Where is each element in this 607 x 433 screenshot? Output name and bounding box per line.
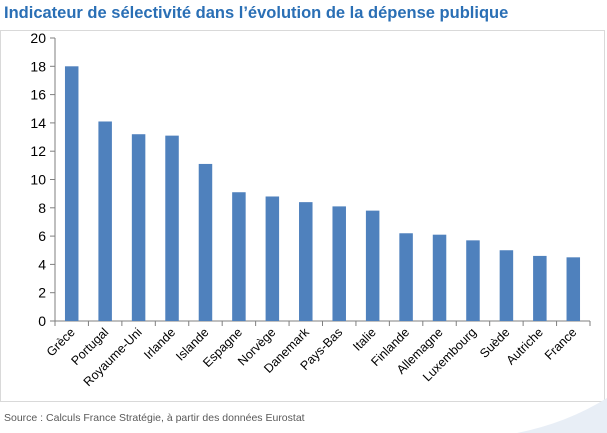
bar-13 — [466, 240, 480, 321]
y-tick-label: 16 — [30, 87, 46, 103]
x-tick-label: Irlande — [141, 325, 178, 362]
corner-decoration-icon — [517, 398, 607, 433]
y-tick-label: 0 — [38, 313, 46, 329]
chart-title: Indicateur de sélectivité dans l’évoluti… — [4, 4, 509, 22]
bar-15 — [533, 255, 547, 321]
x-tick-label: France — [542, 325, 579, 362]
bar-10 — [365, 210, 380, 321]
y-tick-label: 18 — [30, 58, 46, 74]
bar-2 — [98, 121, 112, 321]
x-tick-label: Italie — [350, 325, 379, 354]
bar-14 — [499, 250, 514, 321]
bar-7 — [265, 196, 280, 321]
y-tick-label: 12 — [30, 143, 46, 159]
bar-12 — [432, 234, 447, 321]
bar-16 — [566, 257, 581, 321]
bar-5 — [198, 163, 213, 321]
bar-4 — [165, 135, 179, 321]
y-tick-label: 14 — [30, 115, 46, 131]
y-tick-label: 20 — [30, 30, 46, 46]
bar-11 — [399, 233, 413, 321]
bar-1 — [64, 66, 79, 321]
bars — [64, 66, 581, 321]
x-tick-label: Autriche — [504, 325, 546, 367]
source-note: Source : Calculs France Stratégie, à par… — [4, 412, 305, 424]
y-tick-label: 8 — [38, 200, 46, 216]
x-axis — [54, 320, 591, 326]
y-tick-label: 4 — [38, 256, 46, 272]
y-axis: 0 2 4 6 8 10 12 14 16 18 20 — [30, 30, 56, 329]
x-tick-labels: GrècePortugalRoyaume-UniIrlandeIslandeEs… — [44, 325, 580, 389]
y-tick-label: 10 — [30, 172, 46, 188]
bar-9 — [332, 206, 346, 321]
bar-6 — [232, 192, 246, 321]
bar-8 — [299, 202, 313, 321]
y-tick-label: 6 — [38, 228, 46, 244]
chart-frame — [0, 30, 605, 402]
bar-3 — [131, 134, 146, 321]
y-tick-label: 2 — [38, 285, 46, 301]
x-tick-label: Royaume-Uni — [81, 325, 145, 389]
